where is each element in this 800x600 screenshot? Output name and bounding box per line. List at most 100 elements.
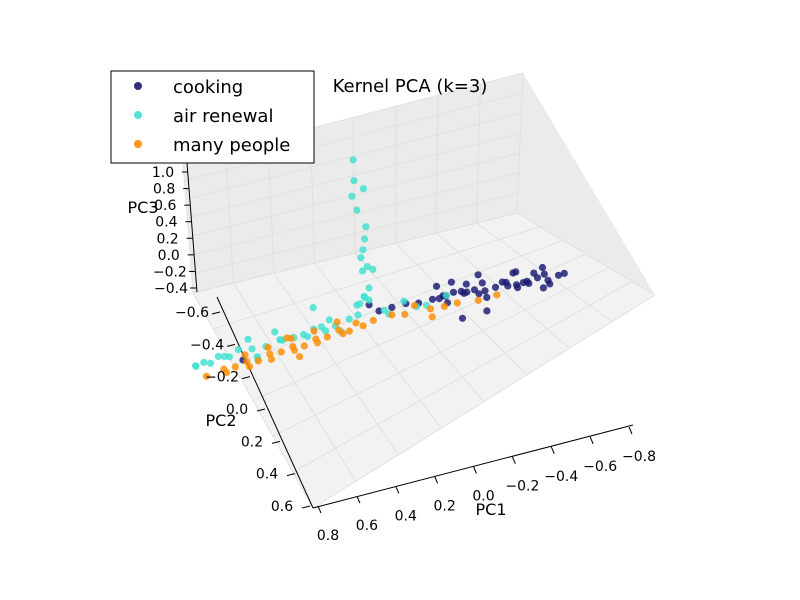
point-many-people (241, 351, 249, 359)
point-air-renewal (299, 330, 308, 339)
point-air-renewal (400, 297, 408, 305)
x-axis-line (312, 424, 634, 509)
y-tick-mark (226, 343, 236, 347)
floor-grid-line (312, 294, 656, 509)
point-air-renewal (359, 246, 367, 254)
point-air-renewal (206, 359, 215, 367)
point-many-people (410, 301, 419, 310)
x-tick-label: −0.8 (622, 449, 656, 465)
point-air-renewal (277, 336, 285, 344)
x-tick-label: 0.2 (433, 498, 455, 514)
z-tick-label: 0.0 (158, 248, 180, 264)
point-air-renewal (350, 177, 358, 185)
point-air-renewal (348, 192, 356, 200)
point-many-people (493, 291, 501, 299)
point-air-renewal (244, 335, 252, 343)
point-many-people (369, 316, 377, 324)
point-cooking (432, 282, 441, 290)
point-cooking (530, 269, 538, 277)
point-air-renewal (271, 328, 279, 336)
floor-grid-line (252, 253, 587, 401)
point-cooking (498, 278, 506, 286)
point-many-people (474, 296, 482, 304)
point-air-renewal (214, 352, 222, 360)
back-grid-line (435, 95, 439, 234)
point-air-renewal (234, 346, 242, 354)
y-axis-line (216, 296, 314, 509)
point-many-people (296, 353, 304, 361)
z-tick-label: 0.2 (156, 231, 178, 247)
floor-grid-line (272, 267, 610, 437)
point-air-renewal (442, 291, 450, 299)
back-grid-line (516, 72, 524, 214)
legend-marker-air-renewal (134, 111, 142, 119)
x-tick-mark (317, 505, 322, 514)
floor-grid-line (212, 226, 541, 330)
x-tick-label: 0.0 (472, 489, 494, 505)
point-many-people (290, 346, 299, 354)
point-cooking (478, 279, 486, 287)
point-cooking (538, 263, 547, 272)
point-cooking (483, 293, 491, 301)
point-cooking (514, 284, 522, 292)
floor-grid-line (292, 280, 633, 473)
axis-lines (182, 162, 634, 514)
scatter-points (192, 156, 568, 380)
x-axis-label: PC1 (476, 500, 507, 519)
y-tick-label: 0.0 (226, 402, 248, 418)
y-tick-label: 0.2 (241, 434, 263, 450)
z-tick-label: −0.4 (154, 281, 188, 297)
back-grid-line (225, 150, 234, 284)
point-many-people (283, 334, 291, 342)
point-many-people (426, 305, 435, 313)
point-cooking (435, 295, 443, 303)
y-tick-label: −0.6 (175, 305, 209, 321)
z-axis-line (186, 162, 198, 293)
point-many-people (231, 363, 239, 371)
legend-marker-many-people (134, 140, 142, 148)
point-cooking (462, 280, 470, 288)
point-many-people (310, 327, 318, 335)
point-many-people (267, 355, 276, 363)
z-tick-label: 1.0 (152, 165, 174, 181)
point-air-renewal (365, 284, 373, 292)
point-air-renewal (363, 262, 371, 271)
point-many-people (333, 318, 341, 326)
chart-title: Kernel PCA (k=3) (333, 76, 488, 97)
point-many-people (323, 333, 331, 341)
x-tick-mark (550, 446, 555, 454)
x-tick-mark (589, 436, 594, 445)
legend-label-many-people: many people (173, 135, 290, 156)
x-tick-mark (511, 456, 516, 464)
y-tick-label: 0.6 (271, 499, 293, 515)
point-air-renewal (192, 362, 200, 370)
point-many-people (401, 310, 409, 318)
legend-label-cooking: cooking (173, 77, 243, 98)
z-tick-label: 0.4 (155, 215, 177, 231)
point-many-people (313, 339, 322, 347)
x-tick-mark (395, 486, 400, 494)
y-axis-label: PC2 (206, 411, 237, 430)
point-air-renewal (349, 156, 357, 164)
z-tick-label: 0.6 (154, 198, 176, 214)
point-many-people (453, 299, 461, 307)
x-tick-mark (473, 466, 477, 474)
floor-grid-line (232, 239, 564, 366)
point-air-renewal (365, 296, 373, 304)
x-tick-label: 0.6 (356, 518, 378, 534)
point-cooking (546, 280, 554, 288)
point-cooking (428, 295, 437, 303)
y-tick-label: 0.4 (256, 467, 278, 483)
y-tick-mark (211, 311, 221, 315)
point-many-people (277, 348, 285, 356)
point-cooking (539, 284, 548, 292)
point-air-renewal (225, 353, 234, 361)
point-air-renewal (200, 358, 208, 366)
point-cooking (504, 282, 512, 290)
point-cooking (560, 269, 568, 277)
point-many-people (300, 342, 308, 350)
legend-label-air-renewal: air renewal (173, 106, 273, 127)
point-cooking (474, 271, 482, 279)
z-tick-label: 0.8 (153, 182, 175, 198)
